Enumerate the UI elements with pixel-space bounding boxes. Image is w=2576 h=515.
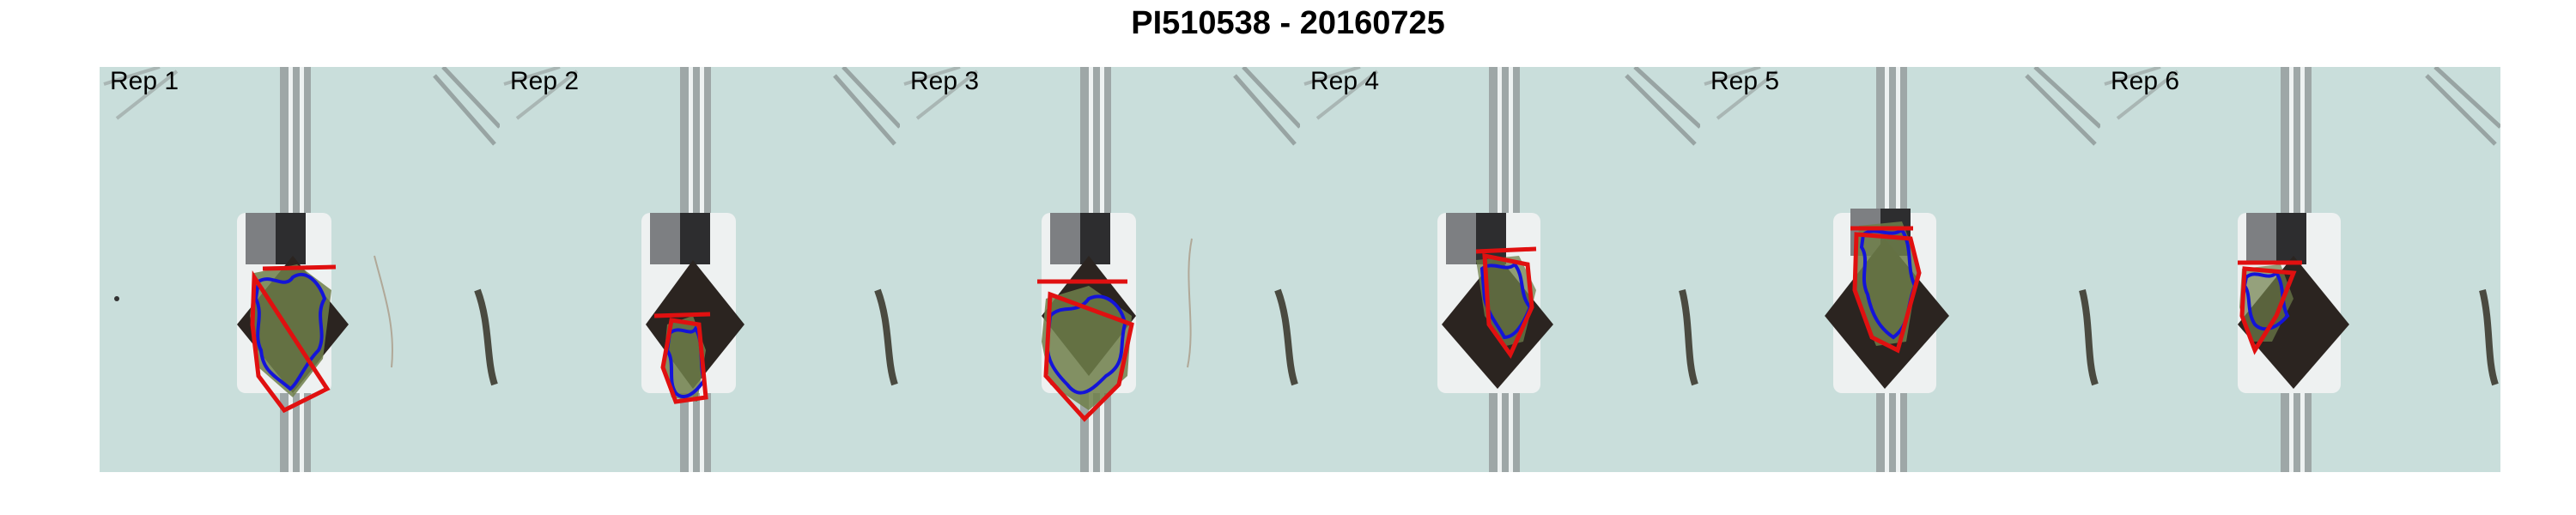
panel-rep-3: Rep 3 bbox=[900, 67, 1300, 472]
plant-image-rep-5 bbox=[1700, 67, 2100, 472]
panel-rep-6: Rep 6 bbox=[2100, 67, 2500, 472]
plant-image-rep-2 bbox=[500, 67, 900, 472]
rep-label: Rep 1 bbox=[110, 67, 179, 95]
panel-rep-1: Rep 1 bbox=[100, 67, 500, 472]
rep-label: Rep 4 bbox=[1310, 67, 1380, 95]
rep-label: Rep 2 bbox=[510, 67, 580, 95]
panel-rep-4: Rep 4 bbox=[1300, 67, 1700, 472]
rep-label: Rep 5 bbox=[1710, 67, 1780, 95]
panel-strip: Rep 1 Rep 2 bbox=[100, 67, 2500, 472]
panel-rep-2: Rep 2 bbox=[500, 67, 900, 472]
plant-image-rep-1 bbox=[100, 67, 500, 472]
plant-image-rep-6 bbox=[2100, 67, 2500, 472]
plant-image-rep-4 bbox=[1300, 67, 1700, 472]
figure-title: PI510538 - 20160725 bbox=[1131, 5, 1445, 41]
rep-label: Rep 6 bbox=[2111, 67, 2180, 95]
plant-image-rep-3 bbox=[900, 67, 1300, 472]
panel-rep-5: Rep 5 bbox=[1700, 67, 2100, 472]
rep-label: Rep 3 bbox=[910, 67, 980, 95]
